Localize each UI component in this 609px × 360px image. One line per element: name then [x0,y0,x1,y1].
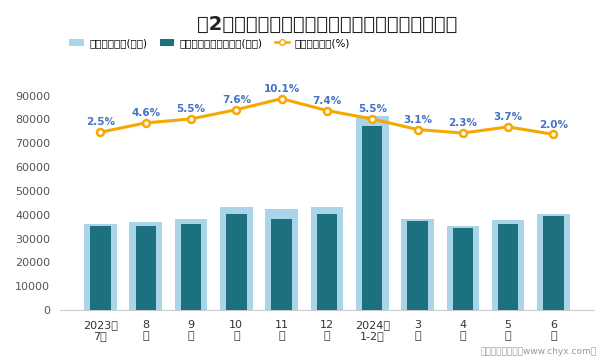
Bar [537,214,570,310]
单月同比增速(%) [368,117,376,121]
Bar [311,207,343,310]
Text: 2.3%: 2.3% [448,118,477,128]
Bar [220,207,253,310]
Text: 制图：智研咨询（www.chyx.com）: 制图：智研咨询（www.chyx.com） [481,347,597,356]
Bar [84,224,117,310]
Text: 2.0%: 2.0% [539,120,568,130]
Bar [226,215,247,310]
Bar [543,216,563,310]
Bar [401,219,434,310]
单月同比增速(%) [504,125,512,129]
Bar [492,220,524,310]
Bar [130,222,162,310]
Bar [362,126,382,310]
Bar [266,209,298,310]
单月同比增速(%) [97,130,104,134]
单月同比增速(%) [278,96,285,101]
单月同比增速(%) [233,108,240,112]
Text: 2.5%: 2.5% [86,117,115,127]
单月同比增速(%) [142,121,149,125]
Bar [136,226,156,310]
Text: 5.5%: 5.5% [357,104,387,114]
Text: 4.6%: 4.6% [131,108,160,118]
Title: 近2年全国各月社会消费品零售总额及同比统计图: 近2年全国各月社会消费品零售总额及同比统计图 [197,15,457,34]
单月同比增速(%) [550,132,557,136]
Bar [498,224,518,310]
Text: 3.7%: 3.7% [493,112,523,122]
Text: 7.6%: 7.6% [222,95,251,105]
单月同比增速(%) [323,108,331,113]
Text: 5.5%: 5.5% [177,104,205,114]
Text: 7.4%: 7.4% [312,96,342,106]
Bar [175,220,207,310]
单月同比增速(%) [459,131,466,135]
Line: 单月同比增速(%): 单月同比增速(%) [97,95,557,138]
Bar [317,214,337,310]
Bar [407,221,428,310]
Bar [272,219,292,310]
Bar [181,224,201,310]
Text: 10.1%: 10.1% [264,84,300,94]
单月同比增速(%) [414,127,421,132]
Bar [446,226,479,310]
Text: 3.1%: 3.1% [403,115,432,125]
Bar [452,228,473,310]
单月同比增速(%) [188,117,195,121]
Bar [356,116,389,310]
Bar [90,226,111,310]
Legend: 单月零售总额(亿元), 上年同期单月零售总额(亿元), 单月同比增速(%): 单月零售总额(亿元), 上年同期单月零售总额(亿元), 单月同比增速(%) [65,34,354,52]
